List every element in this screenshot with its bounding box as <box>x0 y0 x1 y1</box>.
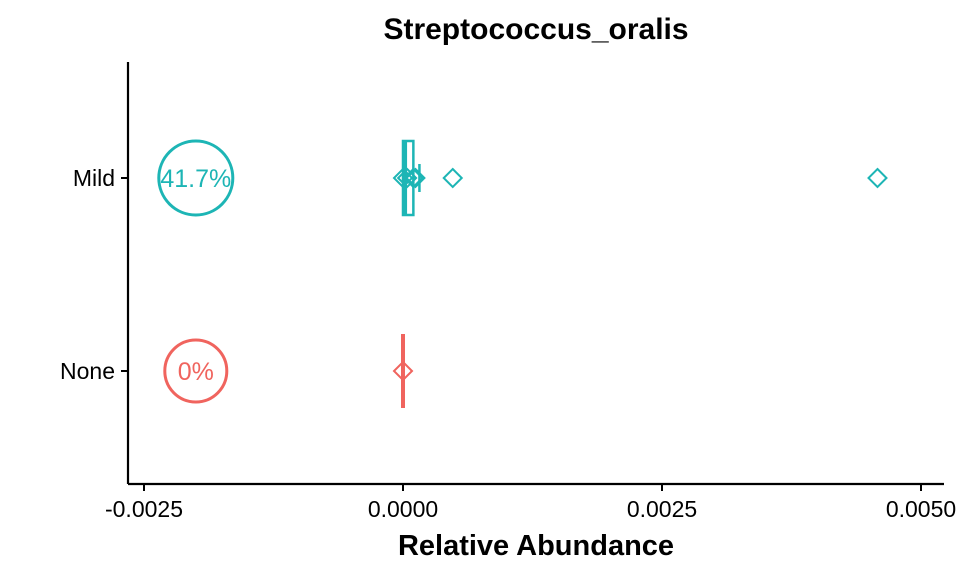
data-point <box>392 360 414 382</box>
y-tick-label: Mild <box>73 165 115 191</box>
data-point <box>867 167 888 189</box>
x-tick-label: 0.0050 <box>886 496 956 522</box>
axes: -0.0025 0.0000 0.0025 0.0050 None Mild <box>60 62 956 522</box>
x-axis-label: Relative Abundance <box>398 530 674 562</box>
plot-area: 0% 41.7% <box>157 139 888 408</box>
prevalence-circle <box>163 338 229 404</box>
x-tick-label: -0.0025 <box>105 496 183 522</box>
group-none: 0% <box>163 334 414 408</box>
group-mild: 41.7% <box>157 139 888 217</box>
y-tick-label: None <box>60 358 115 384</box>
x-tick-label: 0.0000 <box>368 496 438 522</box>
prevalence-label: 41.7% <box>160 165 231 193</box>
data-point <box>442 167 464 189</box>
data-point <box>405 167 426 189</box>
chart-title: Streptococcus_oralis <box>383 13 688 46</box>
prevalence-circle <box>157 139 235 217</box>
data-point <box>396 167 418 189</box>
prevalence-label: 0% <box>178 358 214 386</box>
x-tick-label: 0.0025 <box>627 496 697 522</box>
